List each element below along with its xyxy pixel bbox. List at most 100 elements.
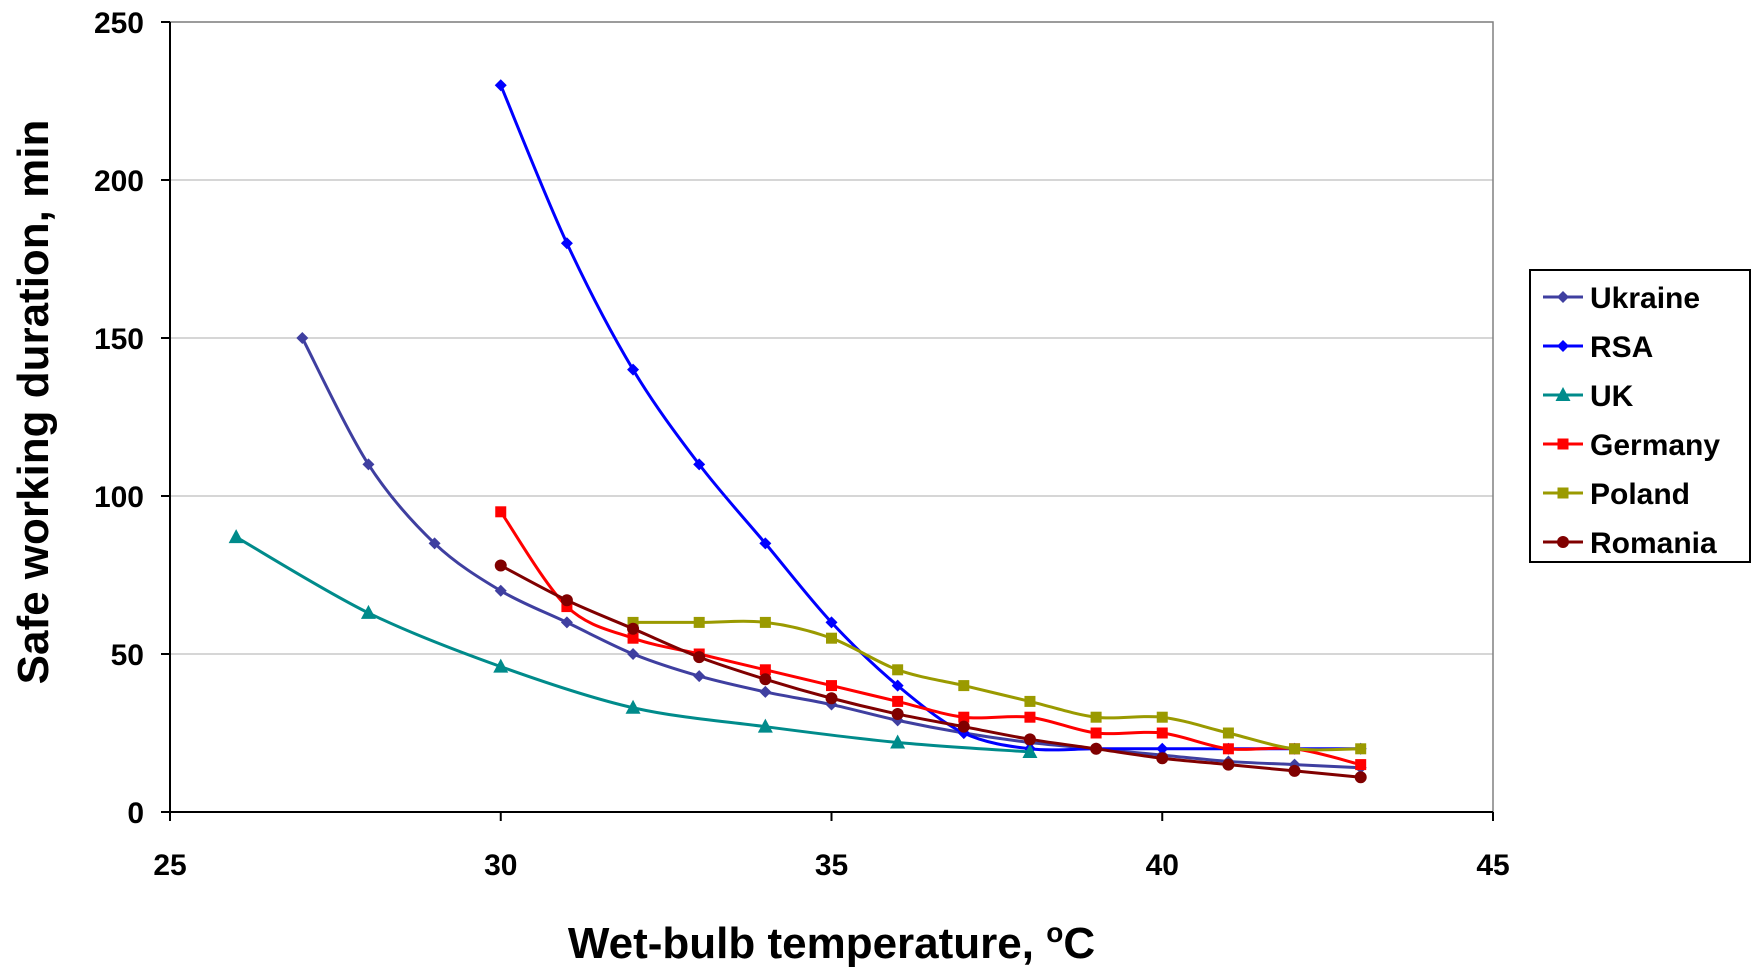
series-ukraine	[296, 332, 1367, 774]
point-germany-37	[958, 711, 970, 723]
legend-marker-ukraine	[1557, 291, 1569, 303]
y-tick-label-100: 100	[94, 481, 144, 514]
point-poland-40	[1156, 711, 1168, 723]
series-germany	[495, 506, 1367, 771]
point-romania-38	[1023, 733, 1036, 746]
x-tick-label-45: 45	[1476, 849, 1509, 882]
legend-item-ukraine: Ukraine	[1543, 282, 1700, 315]
legend-marker-romania	[1557, 536, 1569, 548]
point-romania-30	[494, 559, 507, 572]
point-romania-34	[759, 673, 772, 686]
legend-box	[1529, 269, 1751, 563]
point-romania-33	[693, 651, 706, 664]
point-germany-41	[1222, 743, 1234, 755]
x-tick-label-25: 25	[153, 849, 186, 882]
legend: Ukraine RSA UK Germany Poland Romania	[1529, 269, 1751, 563]
point-romania-41	[1222, 758, 1235, 771]
legend-label-rsa: RSA	[1590, 331, 1653, 364]
y-tick-label-150: 150	[94, 323, 144, 356]
x-tick-label-40: 40	[1146, 849, 1179, 882]
series-line-rsa	[499, 84, 1361, 752]
y-tick-label-0: 0	[127, 797, 144, 830]
point-romania-35	[825, 692, 838, 705]
point-uk-36	[890, 734, 906, 749]
legend-marker-poland	[1557, 487, 1569, 499]
point-poland-42	[1289, 743, 1301, 755]
y-tick-label-200: 200	[94, 165, 144, 198]
x-tick-label-30: 30	[484, 849, 517, 882]
point-rsa-34	[759, 537, 772, 550]
point-uk-38	[1022, 743, 1038, 758]
point-ukraine-32	[627, 648, 640, 660]
legend-marker-rsa	[1557, 340, 1569, 352]
point-germany-39	[1090, 727, 1102, 739]
point-ukraine-34	[759, 685, 772, 698]
point-rsa-35	[825, 616, 838, 629]
point-ukraine-27	[296, 332, 309, 344]
series-line-poland	[633, 619, 1361, 752]
legend-marker-germany	[1557, 438, 1569, 450]
legend-item-germany: Germany	[1543, 429, 1720, 462]
x-axis-title: Wet-bulb temperature, oC	[568, 917, 1095, 968]
point-poland-41	[1222, 727, 1234, 739]
point-germany-30	[495, 506, 507, 518]
point-poland-33	[693, 616, 705, 628]
point-poland-43	[1355, 743, 1367, 755]
point-ukraine-29	[428, 537, 441, 550]
point-germany-31	[561, 601, 573, 613]
point-uk-26	[228, 529, 244, 544]
point-poland-37	[958, 680, 970, 692]
point-germany-43	[1355, 759, 1367, 771]
point-germany-35	[826, 680, 837, 692]
point-poland-35	[826, 632, 837, 644]
legend-marker-uk	[1555, 387, 1571, 401]
point-germany-38	[1024, 711, 1036, 723]
point-romania-39	[1090, 742, 1103, 755]
point-rsa-40	[1156, 742, 1169, 755]
point-poland-36	[892, 664, 904, 676]
x-tick-label-35: 35	[815, 849, 848, 882]
y-tick-label-50: 50	[111, 639, 144, 672]
point-uk-32	[625, 699, 641, 714]
point-romania-32	[627, 622, 640, 635]
series-uk	[228, 529, 1038, 758]
point-ukraine-30	[494, 584, 507, 597]
axis-layer: 0 50 100 150 200 250 25 30 35 40 45	[94, 7, 1510, 882]
legend-label-uk: UK	[1590, 380, 1634, 413]
point-rsa-31	[560, 237, 573, 250]
point-germany-40	[1156, 727, 1168, 739]
point-germany-36	[892, 695, 904, 707]
point-romania-36	[891, 708, 904, 721]
legend-item-romania: Romania	[1543, 527, 1717, 560]
point-germany-34	[759, 664, 771, 676]
point-poland-32	[627, 616, 639, 628]
point-ukraine-28	[362, 458, 375, 471]
point-rsa-33	[693, 458, 706, 471]
legend-item-uk: UK	[1543, 380, 1634, 413]
legend-item-poland: Poland	[1543, 478, 1690, 511]
point-poland-34	[759, 616, 771, 628]
point-rsa-36	[891, 679, 904, 692]
legend-label-romania: Romania	[1590, 527, 1717, 560]
point-romania-40	[1156, 752, 1169, 765]
point-poland-38	[1024, 695, 1036, 707]
point-romania-43	[1354, 771, 1367, 784]
point-rsa-30	[494, 79, 507, 92]
series-line-uk	[235, 535, 1031, 754]
legend-label-germany: Germany	[1590, 429, 1720, 462]
point-uk-28	[360, 604, 376, 619]
series-romania	[494, 559, 1367, 784]
point-uk-34	[757, 718, 773, 733]
point-rsa-32	[627, 363, 640, 376]
y-axis-title: Safe working duration, min	[9, 120, 58, 685]
grid-layer	[170, 21, 1493, 655]
series-line-ukraine	[300, 337, 1361, 770]
legend-label-ukraine: Ukraine	[1590, 282, 1700, 315]
series-poland	[627, 616, 1367, 755]
point-ukraine-31	[560, 616, 573, 629]
series-layer	[228, 79, 1367, 784]
point-ukraine-33	[693, 670, 706, 683]
legend-item-rsa: RSA	[1543, 331, 1653, 364]
point-romania-42	[1288, 764, 1301, 777]
